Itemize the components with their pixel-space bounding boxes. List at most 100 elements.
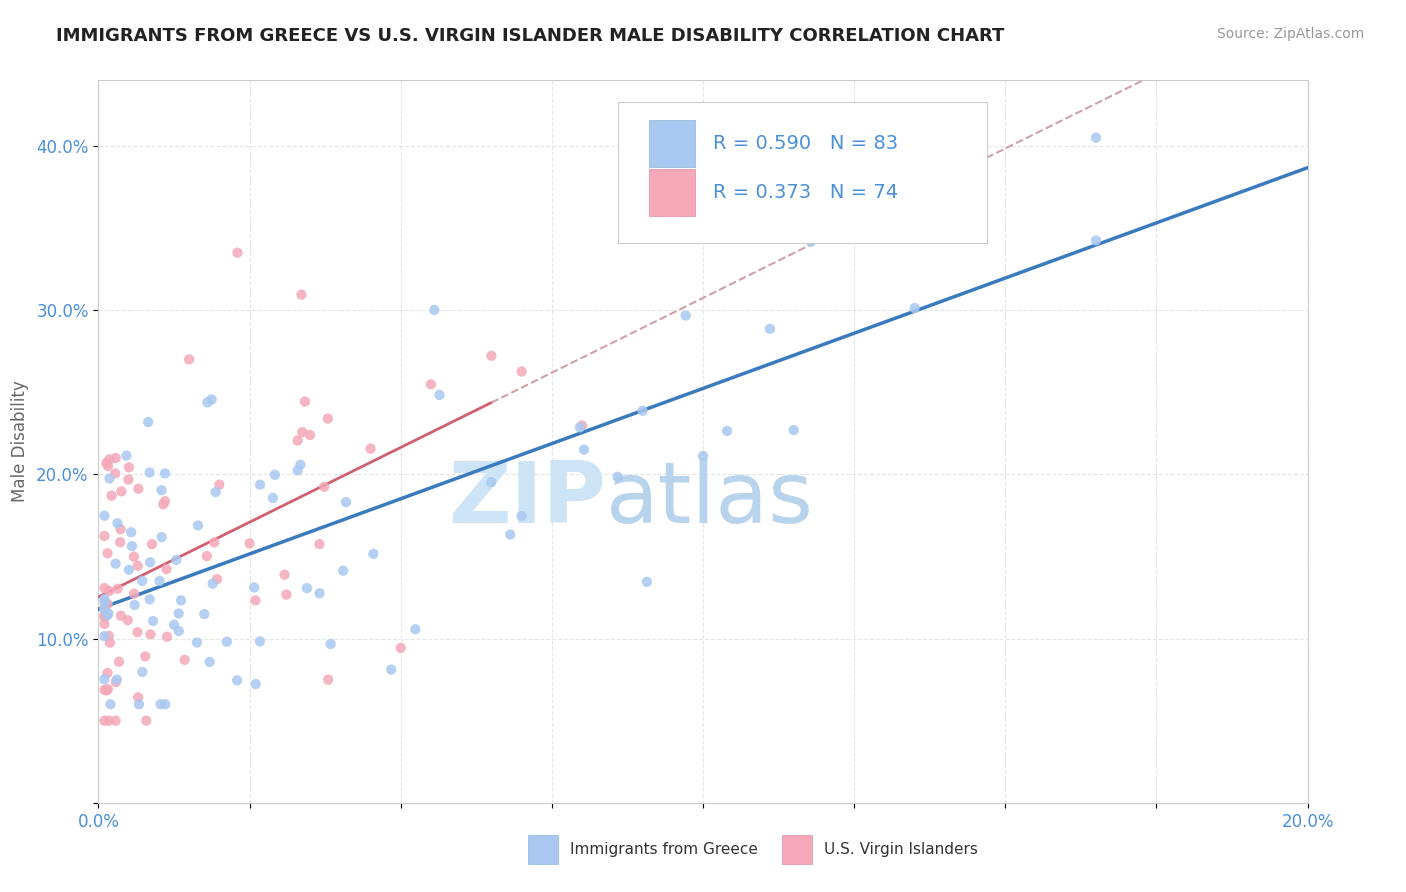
Point [249, 634, 271, 648]
Text: U.S. Virgin Islanders: U.S. Virgin Islanders [824, 842, 977, 857]
Point [202, 535, 225, 549]
Point [107, 582, 129, 596]
Point [167, 624, 190, 638]
Point [110, 608, 132, 623]
Point [662, 199, 685, 213]
Point [276, 588, 298, 602]
Text: IMMIGRANTS FROM GREECE VS U.S. VIRGIN ISLANDER MALE DISABILITY CORRELATION CHART: IMMIGRANTS FROM GREECE VS U.S. VIRGIN IS… [56, 27, 1005, 45]
Text: R = 0.590   N = 83: R = 0.590 N = 83 [713, 135, 898, 153]
Point [124, 598, 146, 612]
Point [127, 482, 149, 496]
FancyBboxPatch shape [619, 102, 987, 243]
Point [291, 425, 314, 439]
Point [100, 698, 122, 712]
Point [139, 555, 162, 569]
Point [631, 403, 654, 417]
Point [97, 597, 120, 611]
Point [104, 451, 127, 466]
Point [97, 629, 120, 643]
Point [93, 602, 115, 616]
Point [105, 673, 128, 687]
Point [98, 584, 121, 599]
Point [363, 547, 385, 561]
Point [131, 574, 153, 588]
Point [245, 677, 267, 691]
Point [131, 665, 153, 679]
Point [121, 539, 143, 553]
Point [332, 564, 354, 578]
Point [104, 557, 127, 571]
Point [904, 301, 927, 315]
Point [98, 636, 121, 650]
Point [93, 682, 115, 697]
Point [93, 629, 115, 643]
Point [165, 553, 187, 567]
Point [173, 653, 195, 667]
Point [510, 364, 533, 378]
Point [148, 574, 170, 588]
Text: atlas: atlas [606, 458, 814, 541]
Point [96, 665, 118, 680]
Point [675, 309, 697, 323]
Point [127, 690, 149, 705]
Point [93, 714, 115, 728]
Point [510, 508, 533, 523]
Point [149, 698, 172, 712]
Point [179, 352, 201, 367]
Point [108, 655, 131, 669]
Point [163, 617, 186, 632]
Point [138, 466, 160, 480]
Text: Source: ZipAtlas.com: Source: ZipAtlas.com [1216, 27, 1364, 41]
Point [316, 411, 339, 425]
Point [335, 495, 357, 509]
Point [249, 477, 271, 491]
Point [153, 494, 176, 508]
Point [568, 420, 591, 434]
Point [404, 622, 426, 636]
Point [122, 549, 145, 564]
Y-axis label: Male Disability: Male Disability [11, 381, 30, 502]
Point [155, 562, 177, 576]
Point [195, 549, 218, 563]
Point [141, 537, 163, 551]
Text: R = 0.373   N = 74: R = 0.373 N = 74 [713, 183, 898, 202]
FancyBboxPatch shape [648, 169, 695, 216]
Point [290, 287, 312, 301]
Point [117, 613, 139, 627]
Point [287, 434, 309, 448]
Point [606, 470, 628, 484]
Point [264, 467, 287, 482]
Point [429, 388, 451, 402]
Point [636, 574, 658, 589]
Point [136, 415, 159, 429]
Point [93, 673, 115, 687]
Point [93, 608, 115, 623]
Point [198, 655, 221, 669]
Point [262, 491, 284, 505]
Point [98, 452, 121, 467]
Point [100, 489, 122, 503]
Point [96, 683, 118, 698]
Point [97, 682, 120, 697]
Point [138, 592, 160, 607]
Point [1085, 234, 1108, 248]
Point [197, 395, 219, 409]
Point [96, 546, 118, 560]
Point [128, 698, 150, 712]
Point [1085, 130, 1108, 145]
Point [93, 595, 115, 609]
FancyBboxPatch shape [527, 835, 558, 864]
Point [389, 640, 412, 655]
Point [783, 423, 806, 437]
Point [115, 449, 138, 463]
Point [98, 471, 121, 485]
Point [153, 467, 176, 481]
Point [215, 634, 238, 648]
Point [299, 428, 322, 442]
Point [107, 516, 129, 531]
Point [93, 508, 115, 523]
Point [122, 587, 145, 601]
Point [167, 607, 190, 621]
Point [110, 484, 132, 499]
Point [127, 625, 149, 640]
